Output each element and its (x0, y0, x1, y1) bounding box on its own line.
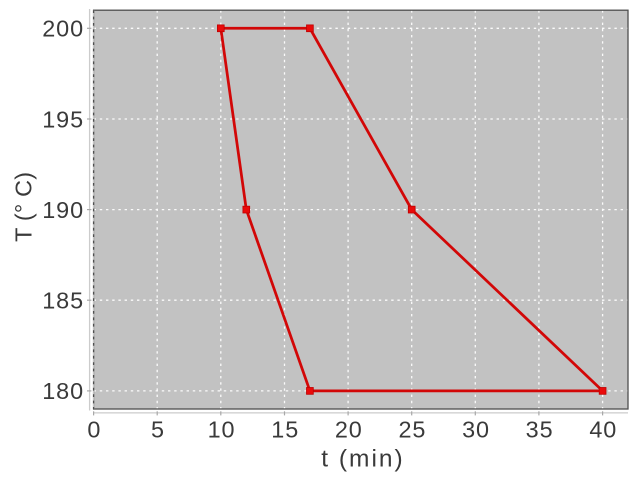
svg-text:T (° C): T (° C) (11, 172, 37, 242)
svg-text:200: 200 (42, 16, 84, 42)
svg-text:15: 15 (271, 417, 299, 443)
svg-text:35: 35 (526, 417, 554, 443)
svg-text:40: 40 (589, 417, 617, 443)
svg-text:10: 10 (208, 417, 236, 443)
svg-text:0: 0 (87, 417, 101, 443)
svg-text:195: 195 (42, 106, 84, 132)
svg-text:20: 20 (335, 417, 363, 443)
svg-text:5: 5 (151, 417, 165, 443)
svg-text:30: 30 (462, 417, 490, 443)
svg-text:190: 190 (42, 197, 84, 223)
svg-text:t (min): t (min) (321, 445, 404, 472)
svg-text:185: 185 (42, 288, 84, 314)
svg-text:180: 180 (42, 378, 84, 404)
svg-text:25: 25 (398, 417, 426, 443)
